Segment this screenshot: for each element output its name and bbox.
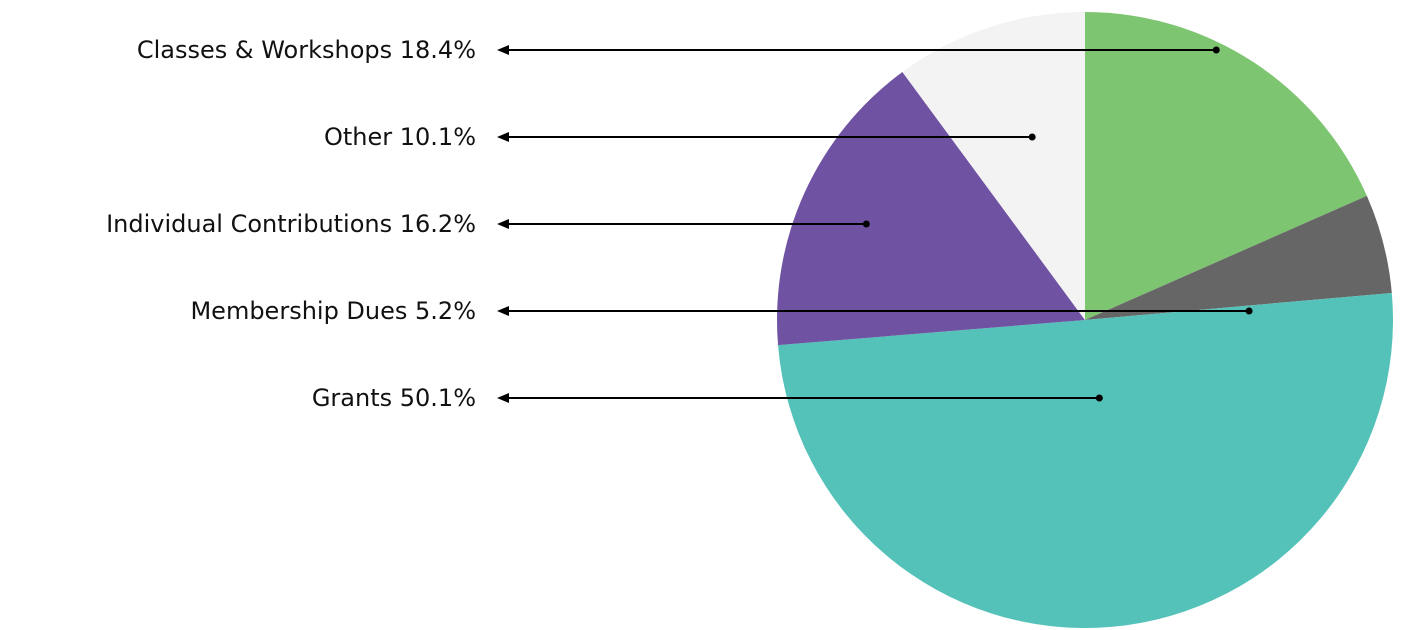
leader-arrowhead-individual-contributions bbox=[497, 219, 509, 229]
leader-arrowhead-membership-dues bbox=[497, 306, 509, 316]
leader-dot-other bbox=[1028, 133, 1036, 141]
pie-slice-individual-contributions bbox=[777, 71, 1085, 346]
leader-dot-individual-contributions bbox=[862, 220, 870, 228]
pie-slice-other bbox=[902, 11, 1085, 320]
slice-label-individual-contributions: Individual Contributions 16.2% bbox=[106, 210, 476, 238]
pie-slice-classes-and-workshops bbox=[1085, 12, 1367, 320]
leader-dot-classes-and-workshops bbox=[1212, 46, 1220, 54]
pie-slice-membership-dues bbox=[1085, 195, 1392, 320]
slice-label-classes-and-workshops: Classes & Workshops 18.4% bbox=[137, 36, 476, 64]
slice-label-membership-dues: Membership Dues 5.2% bbox=[190, 297, 476, 325]
leader-arrowhead-classes-and-workshops bbox=[497, 45, 509, 55]
slice-label-grants: Grants 50.1% bbox=[312, 384, 476, 412]
leader-arrowhead-grants bbox=[497, 393, 509, 403]
callout-labels: Classes & Workshops 18.4% Other 10.1% Indi… bbox=[106, 36, 476, 412]
leader-dot-grants bbox=[1095, 394, 1103, 402]
callout-leaders bbox=[497, 45, 1253, 403]
leader-arrowhead-other bbox=[497, 132, 509, 142]
leader-dot-membership-dues bbox=[1245, 307, 1253, 315]
pie-slice-grants bbox=[778, 292, 1394, 629]
pie-slices bbox=[777, 11, 1394, 629]
slice-label-other: Other 10.1% bbox=[324, 123, 476, 151]
